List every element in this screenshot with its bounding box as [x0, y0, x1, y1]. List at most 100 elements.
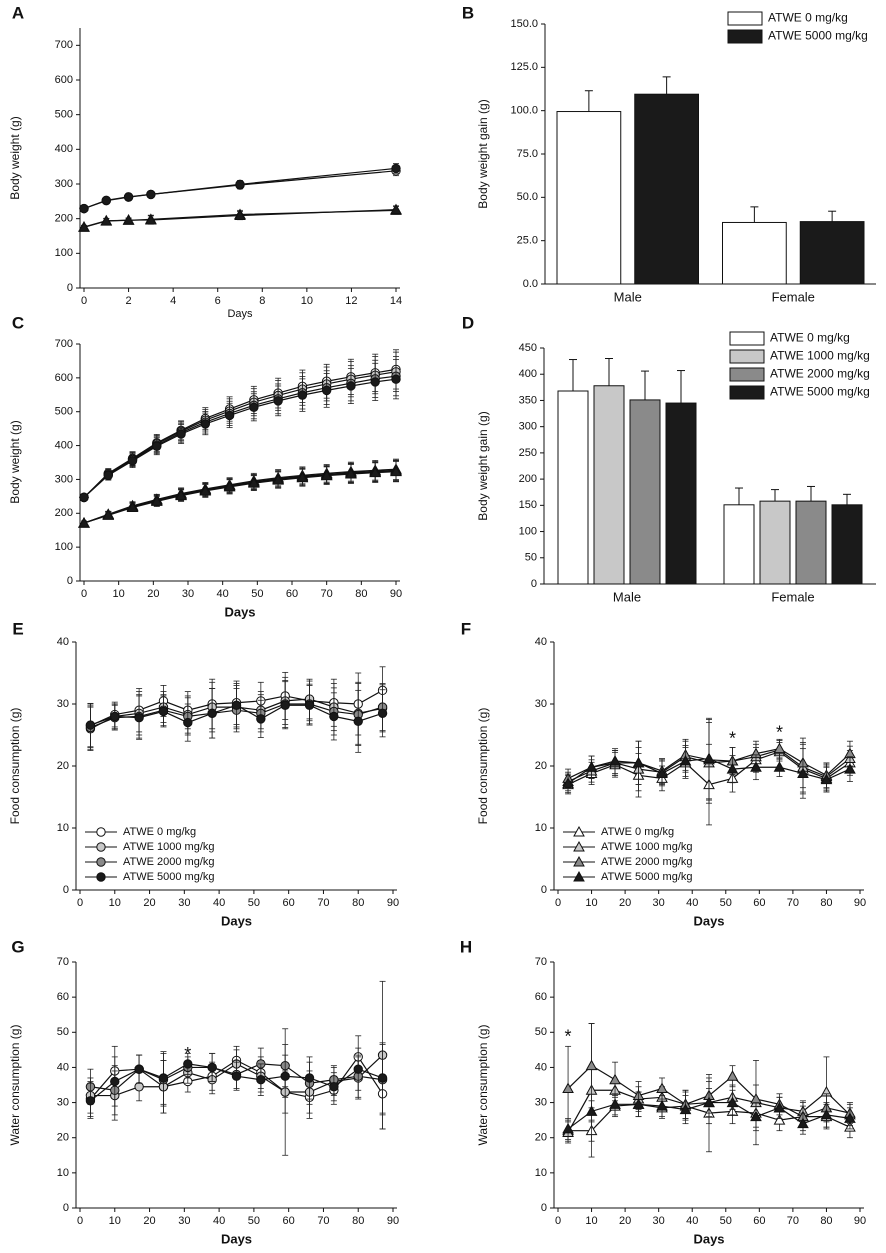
data-point [773, 742, 786, 754]
x-tick-label: 90 [854, 897, 866, 909]
legend-marker [573, 870, 585, 882]
y-axis-label: Body weight (g) [8, 116, 22, 199]
panel-b: 0.0 25.0 50.0 75.0 100.0 125.0 150.0 B Body weig… [462, 3, 876, 304]
y-tick-label: 0 [63, 1202, 69, 1214]
significance-marker: * [184, 1044, 191, 1064]
y-tick-label: 125.0 [510, 61, 538, 73]
legend-label: ATWE 5000 mg/kg [123, 871, 215, 883]
x-tick-label: 60 [753, 897, 765, 909]
panel-f: 0 10 20 30 40 F Food consumption (g) 0 10 20 30 40 5… [461, 619, 866, 928]
series [79, 349, 401, 503]
category-label: Male [614, 289, 642, 304]
bar [557, 390, 589, 585]
panel-label: D [462, 313, 474, 332]
x-tick-label: 10 [585, 1215, 597, 1227]
legend-swatch [729, 385, 765, 400]
y-tick-label: 75.0 [517, 148, 538, 160]
data-point [304, 700, 315, 710]
data-point [656, 1082, 668, 1094]
x-tick-label: 60 [753, 1215, 765, 1227]
significance-marker: * [776, 723, 783, 743]
y-tick-label: 600 [55, 372, 73, 384]
y-tick-label: 0 [541, 1202, 547, 1214]
data-point [304, 1073, 315, 1083]
series-line [83, 471, 397, 524]
data-point [272, 474, 284, 485]
data-point [256, 714, 266, 724]
x-axis-label: Days [221, 913, 252, 928]
x-tick-label: 90 [387, 1215, 399, 1227]
x-tick-label: 10 [301, 295, 313, 307]
y-tick-label: 30 [535, 1096, 547, 1108]
y-tick-label: 100 [55, 541, 73, 553]
y-tick-label: 700 [55, 338, 73, 350]
x-tick-label: 20 [147, 588, 159, 600]
panel-a: 0 100 200 300 400 500 600 700 A Body weight (g) 0 2… [8, 3, 402, 319]
x-tick-label: 20 [619, 897, 631, 909]
y-axis-label: Food consumption (g) [8, 708, 22, 825]
bar [831, 504, 863, 585]
data-point [679, 1103, 692, 1115]
legend-label: ATWE 2000 mg/kg [123, 856, 215, 868]
data-point [391, 163, 401, 174]
data-point [296, 471, 309, 483]
y-tick-label: 10 [57, 1167, 69, 1179]
legend-marker [96, 857, 106, 867]
data-point [127, 456, 138, 466]
legend-label: ATWE 5000 mg/kg [770, 385, 870, 399]
data-point [346, 381, 356, 391]
y-tick-label: 300 [55, 178, 73, 190]
data-point [176, 429, 186, 439]
data-point [391, 374, 401, 384]
data-point [726, 1096, 739, 1108]
data-point [79, 492, 89, 503]
x-tick-label: 70 [787, 897, 799, 909]
legend-label: ATWE 5000 mg/kg [768, 29, 868, 43]
data-point [703, 1096, 715, 1108]
data-point [78, 517, 90, 528]
x-tick-label: 6 [215, 295, 221, 307]
x-tick-label: 90 [387, 897, 399, 909]
x-tick-label: 30 [182, 588, 194, 600]
data-point [320, 469, 333, 481]
y-tick-label: 100 [55, 247, 73, 259]
data-point [256, 1075, 266, 1085]
data-point [632, 756, 645, 768]
legend-label: ATWE 0 mg/kg [601, 826, 674, 838]
data-point [726, 763, 739, 774]
significance-marker: * [565, 1026, 572, 1046]
x-tick-label: 60 [286, 588, 298, 600]
data-point [199, 484, 212, 496]
y-tick-label: 10 [535, 822, 547, 834]
data-point [609, 1073, 621, 1085]
x-tick-label: 40 [213, 897, 225, 909]
data-point [146, 189, 156, 200]
panel-d: 0 50 100 150 200 250 300 350 400 450 D Body weight … [462, 313, 876, 604]
y-tick-label: 700 [55, 39, 73, 51]
y-tick-label: 20 [535, 1132, 547, 1144]
x-tick-label: 8 [259, 295, 265, 307]
y-axis-label: Water consumption (g) [476, 1025, 490, 1146]
data-point [100, 215, 113, 226]
y-tick-label: 70 [57, 956, 69, 968]
data-point [134, 1082, 144, 1092]
data-point [562, 1082, 574, 1094]
y-tick-label: 300 [519, 421, 537, 433]
data-point [679, 755, 692, 766]
data-point [750, 1110, 762, 1122]
y-tick-label: 150 [519, 499, 537, 511]
x-tick-label: 50 [251, 588, 263, 600]
y-tick-label: 10 [535, 1167, 547, 1179]
legend-swatch [729, 349, 765, 364]
data-point [122, 214, 135, 225]
y-tick-label: 250 [519, 447, 537, 459]
data-point [656, 1100, 668, 1111]
data-point [329, 1082, 339, 1092]
data-point [844, 747, 856, 759]
y-tick-label: 30 [57, 698, 69, 710]
x-tick-label: 80 [352, 897, 364, 909]
data-point [773, 1114, 786, 1125]
data-point [353, 1064, 363, 1074]
y-tick-label: 10 [57, 822, 69, 834]
